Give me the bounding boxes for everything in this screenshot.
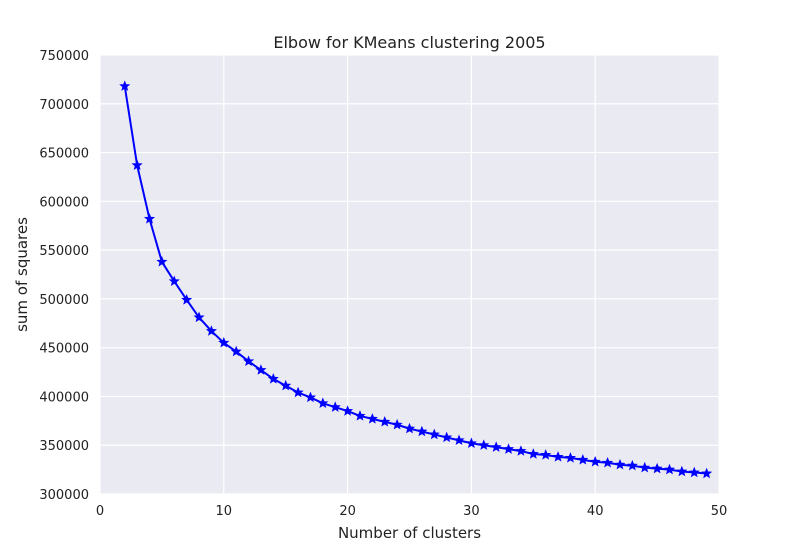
data-point: [614, 458, 626, 470]
y-tick-label: 650000: [39, 147, 89, 162]
data-point: [602, 456, 614, 468]
data-point: [230, 345, 242, 357]
data-point: [292, 386, 304, 398]
x-tick-label: 10: [216, 504, 233, 519]
data-point: [416, 425, 428, 437]
x-tick-label: 30: [463, 504, 480, 519]
plot-area: [100, 55, 719, 494]
data-point: [701, 467, 713, 479]
y-axis-title: sum of squares: [13, 217, 31, 332]
data-point: [676, 465, 688, 477]
x-tick-labels: 0 10 20 30 40 50: [96, 504, 727, 519]
data-point: [205, 325, 217, 336]
data-point: [503, 443, 515, 454]
data-point: [218, 336, 230, 348]
data-point: [329, 401, 341, 412]
data-point: [156, 256, 168, 267]
data-point: [366, 413, 378, 424]
y-tick-label: 400000: [39, 390, 89, 405]
data-point: [527, 448, 539, 459]
data-point: [280, 379, 292, 391]
data-point: [626, 459, 638, 471]
data-point: [540, 449, 552, 460]
data-point: [639, 461, 651, 473]
data-point: [688, 466, 700, 478]
chart-title: Elbow for KMeans clustering 2005: [273, 33, 545, 52]
data-point: [428, 428, 440, 440]
data-point: [391, 418, 403, 430]
data-point: [453, 434, 465, 446]
data-point: [119, 80, 131, 91]
x-tick-label: 40: [587, 504, 604, 519]
data-point: [403, 422, 416, 434]
x-axis-title: Number of clusters: [338, 524, 481, 542]
y-tick-label: 750000: [39, 49, 89, 64]
data-point: [663, 463, 676, 475]
marker-layer: [119, 80, 713, 479]
y-tick-labels: 300000 350000 400000 450000 500000 550000 6000…: [39, 49, 89, 503]
data-point: [651, 462, 663, 474]
y-tick-label: 700000: [39, 98, 89, 113]
y-tick-label: 500000: [39, 293, 89, 308]
data-point: [243, 355, 255, 367]
x-tick-label: 20: [339, 504, 356, 519]
data-point: [143, 213, 156, 224]
data-point: [255, 364, 267, 375]
y-tick-label: 550000: [39, 244, 89, 259]
data-point: [577, 454, 589, 465]
data-point: [379, 416, 391, 427]
data-point: [267, 373, 279, 384]
data-point: [564, 452, 576, 463]
data-point: [441, 431, 453, 443]
data-point: [193, 311, 205, 323]
x-tick-label: 50: [711, 504, 728, 519]
data-point: [181, 294, 193, 305]
y-tick-label: 300000: [39, 488, 89, 503]
data-point: [317, 397, 329, 408]
data-point: [354, 410, 366, 421]
data-point: [131, 159, 143, 170]
data-point: [478, 439, 490, 450]
grid-lines: [99, 54, 720, 495]
x-tick-label: 0: [96, 504, 104, 519]
data-point: [589, 456, 601, 467]
data-point: [552, 451, 564, 462]
data-point: [515, 445, 527, 456]
data-point: [465, 437, 477, 448]
data-point: [342, 405, 354, 416]
y-tick-label: 350000: [39, 439, 89, 454]
data-point: [168, 275, 180, 287]
data-point: [490, 441, 502, 452]
y-tick-label: 600000: [39, 195, 89, 210]
data-point: [304, 391, 316, 403]
y-tick-label: 450000: [39, 342, 89, 357]
